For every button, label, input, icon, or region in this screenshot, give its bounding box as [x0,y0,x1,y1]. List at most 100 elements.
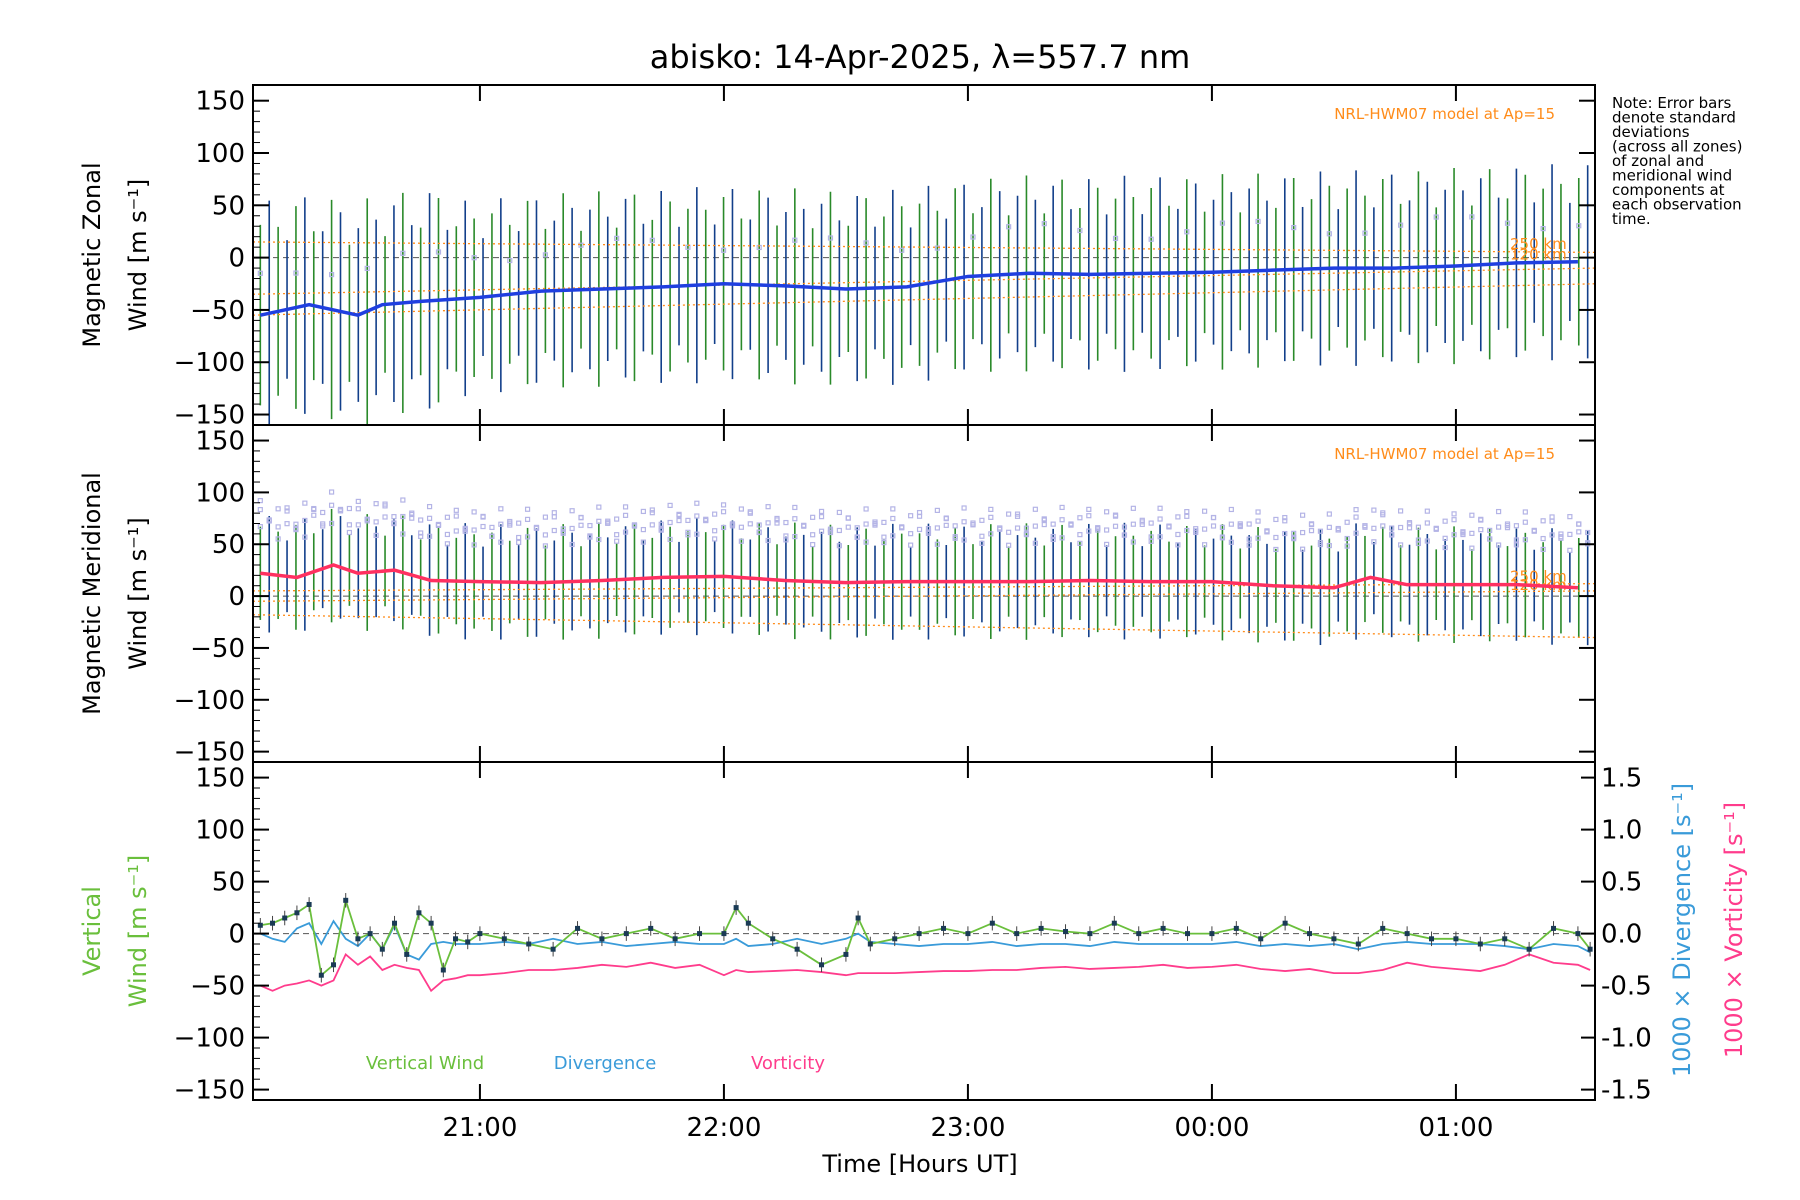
zone-point [257,524,263,530]
zone-points [257,214,1582,278]
zone-point [471,527,477,533]
zone-point [266,517,272,524]
zone-point [1406,521,1413,527]
y-tick-label: −100 [174,1024,245,1054]
zone-point [1495,524,1502,530]
zone-point [1041,521,1047,528]
zone-point [934,507,940,513]
zone-point [524,516,531,523]
zone-point [1451,511,1457,517]
vertical-wind-point [1355,941,1361,947]
y2-label-vorticity: 1000 × Vorticity [s⁻¹] [1720,802,1748,1058]
zone-point [1469,214,1475,220]
vertical-wind-point [1160,925,1166,931]
zone-point [596,504,602,510]
zone-point [1576,521,1582,527]
altitude-label: 250 km [1510,235,1567,253]
zone-point [382,514,388,520]
zone-point [1175,514,1181,520]
zone-point [275,506,281,512]
zone-point [1335,527,1341,533]
zone-point [676,512,682,518]
zone-point [765,504,771,510]
zone-point [1424,520,1430,526]
zone-point [1032,523,1038,529]
error-bars [259,164,1589,426]
zone-point [1371,539,1377,545]
zone-point [979,517,985,523]
zone-point [337,508,344,514]
zone-point [1344,535,1350,542]
zone-point [1442,544,1448,551]
zone-point [1415,524,1422,530]
vertical-wind-point [294,910,300,916]
vertical-wind-point [1551,925,1557,931]
zone-point [1041,221,1047,227]
zone-point [943,516,949,522]
zone-point [961,519,967,525]
zone-point [1157,505,1163,511]
zone-point [1139,519,1145,525]
zone-point [1157,516,1163,522]
vertical-wind-point [270,920,276,926]
zone-point [1424,508,1430,514]
zone-point [471,255,477,261]
zone-point [524,506,531,512]
zone-point [1282,530,1288,537]
zone-point [1567,547,1573,553]
zone-point [961,537,967,543]
zone-point [881,539,887,546]
zone-point [836,543,842,549]
zone-point [863,521,869,527]
zone-point [979,533,985,539]
vertical-wind-point [965,931,971,937]
zone-point [1184,509,1190,515]
zone-point [943,522,949,528]
zone-point [1246,536,1252,542]
zone-point [275,536,281,542]
zone-point [1255,509,1261,515]
zone-point [1023,532,1030,538]
y2-tick-label: 1.5 [1601,764,1642,794]
vertical-wind-point [318,972,324,978]
vertical-wind-point [648,925,654,931]
note-line: time. [1612,210,1651,228]
zone-point [640,508,646,515]
zone-point [542,532,548,538]
zone-point [302,500,308,506]
zone-point [1014,525,1021,531]
vertical-wind-point [770,936,776,942]
y2-tick-label: 0.5 [1601,868,1642,898]
zone-point [890,533,896,539]
zone-point [560,526,566,532]
y-tick-label: −50 [190,634,245,664]
zone-point [1451,517,1457,523]
vorticity-line [259,952,1591,993]
model-line [252,267,1596,295]
vertical-wind-point [306,901,312,907]
zone-point [542,514,548,520]
zone-point [1495,508,1502,515]
vertical-wind-point [916,931,922,937]
zone-point [1308,528,1315,534]
zone-point [453,507,459,513]
zone-point [328,271,335,278]
vertical-wind-point [1331,936,1337,942]
zone-point [1389,532,1395,538]
zone-point [1104,527,1110,533]
zone-point [1398,542,1404,548]
zone-point [1282,514,1288,521]
zone-point [881,519,887,525]
zone-point [489,533,495,539]
zone-point [284,521,290,527]
zone-point [1380,510,1386,516]
zone-point [1095,525,1101,531]
zone-point [1104,541,1110,547]
zone-point [1219,534,1226,540]
zone-point [1050,533,1056,540]
zone-point [863,506,869,512]
zone-point [1326,542,1332,549]
zone-point [649,522,655,528]
vertical-wind-point [1014,931,1020,937]
y-label-line1: Magnetic Zonal [78,162,106,347]
